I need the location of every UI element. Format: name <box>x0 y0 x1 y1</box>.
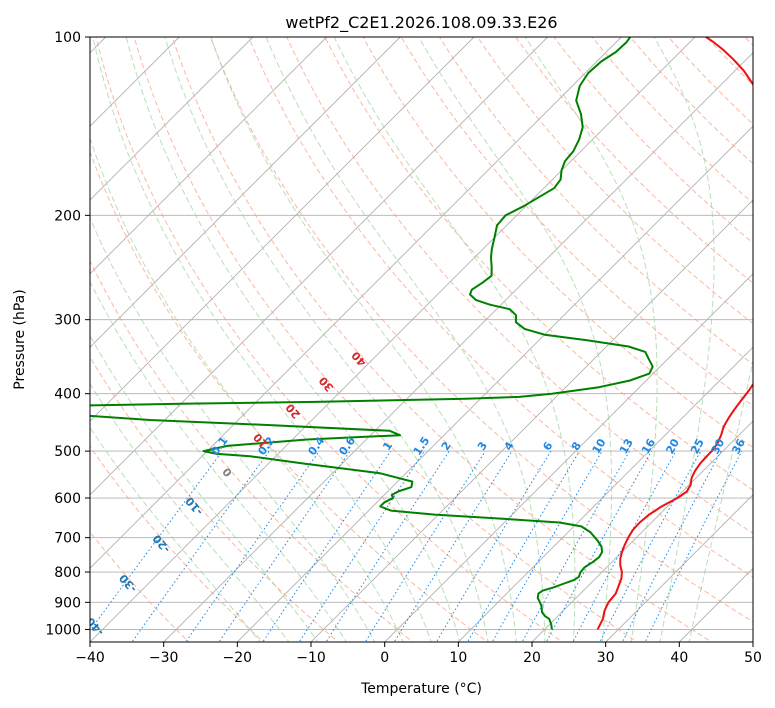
x-tick-label: 0 <box>380 650 389 666</box>
mixing-ratio-label: 36 <box>729 436 748 456</box>
x-tick-label: 20 <box>523 650 541 666</box>
isotherm-line <box>457 346 753 642</box>
moist-adiabat-line <box>265 37 546 642</box>
y-tick-label: 800 <box>54 565 81 581</box>
dry-adiabat-line <box>95 37 564 642</box>
isotherm-line <box>90 37 401 348</box>
y-tick-label: 200 <box>54 208 81 224</box>
mixing-ratio-line <box>131 450 270 642</box>
profile-lines <box>90 37 753 630</box>
dry-adiabat-line <box>324 37 753 491</box>
dry-adiabat-line <box>90 356 340 642</box>
y-tick-label: 700 <box>54 531 81 547</box>
isotherm-line <box>90 37 254 201</box>
dry-adiabat-line <box>286 37 753 534</box>
y-tick-label: 400 <box>54 387 81 403</box>
moist-adiabat-line <box>90 216 376 642</box>
chart-title: wetPf2_C2E1.2026.108.09.33.E26 <box>285 13 557 33</box>
moist-adiabat-line <box>524 37 658 642</box>
mixing-ratio-line <box>466 450 580 642</box>
dry-adiabat-line <box>90 150 489 642</box>
x-tick-label: −20 <box>223 650 253 666</box>
moist-adiabat-line <box>92 37 432 642</box>
moist-adiabat-line <box>90 426 261 642</box>
mixing-ratio-line <box>364 450 486 642</box>
mixing-ratio-line <box>572 450 677 642</box>
axis-ticks: −40 −30 −20 −10 0 10 20 30 40 50 100 200 300 400 500 60… <box>45 30 762 666</box>
y-tick-label: 900 <box>54 595 81 611</box>
dry-adiabat-line <box>90 531 190 642</box>
x-tick-label: 50 <box>744 650 762 666</box>
x-tick-label: −40 <box>75 650 105 666</box>
temperature-profile-line <box>596 37 753 630</box>
y-axis-label: Pressure (hPa) <box>12 289 28 389</box>
moist-adiabat-line <box>90 334 319 642</box>
mixing-ratio-line <box>262 450 392 642</box>
isotherm-line <box>163 52 753 642</box>
mixing-ratio-line <box>185 450 320 642</box>
mixing-ratio-label: 25 <box>688 437 707 457</box>
dry-adiabat-line <box>133 37 638 642</box>
mixing-ratio-line <box>298 450 425 642</box>
y-tick-label: 100 <box>54 30 81 46</box>
x-tick-label: 40 <box>670 650 688 666</box>
y-tick-label: 300 <box>54 313 81 329</box>
moist-adiabat-line <box>125 37 461 642</box>
isotherm-line <box>236 125 753 642</box>
mixing-ratio-line <box>325 450 450 642</box>
moist-adiabat-line <box>90 382 290 642</box>
mixing-ratio-line <box>393 450 513 642</box>
dry-adiabat-line <box>362 37 753 449</box>
dry-adiabat-line <box>90 259 414 642</box>
isotherm-line <box>90 37 622 569</box>
mixing-ratio-line <box>90 450 223 632</box>
isotherm-line <box>310 199 753 642</box>
isotherm-line <box>90 37 475 422</box>
isotherm-line <box>90 37 328 275</box>
x-tick-label: 30 <box>597 650 615 666</box>
isotherm-line <box>605 494 753 642</box>
mixing-ratio-line <box>621 450 722 642</box>
moist-adiabat-line <box>90 280 347 642</box>
isotherm-line <box>90 37 549 496</box>
isotherm-line <box>384 273 753 642</box>
mixing-ratio-line <box>218 450 351 642</box>
x-tick-label: 10 <box>449 650 467 666</box>
x-tick-label: −10 <box>296 650 326 666</box>
moist-adiabat-line <box>164 37 489 642</box>
dry-adiabat-line <box>171 37 713 642</box>
y-tick-label: 1000 <box>45 622 81 638</box>
moist-adiabat-line <box>418 37 613 642</box>
y-tick-label: 600 <box>54 491 81 507</box>
dewpoint-profile-line <box>90 37 654 630</box>
y-tick-label: 500 <box>54 444 81 460</box>
background-lines <box>90 37 753 642</box>
moist-adiabat-line <box>90 136 404 642</box>
mixing-ratio-line <box>599 450 701 642</box>
x-tick-label: −30 <box>149 650 179 666</box>
moist-adiabat-line <box>333 37 576 642</box>
moist-adiabat-line <box>210 37 518 642</box>
isotherm-line <box>90 37 696 642</box>
dry-adiabat-line <box>248 37 753 578</box>
dry-adiabat-line <box>209 37 753 623</box>
dry-adiabat-line <box>438 37 753 366</box>
isotherm-line <box>531 420 753 642</box>
plot-frame <box>89 36 754 643</box>
x-axis-label: Temperature (°C) <box>360 681 482 697</box>
